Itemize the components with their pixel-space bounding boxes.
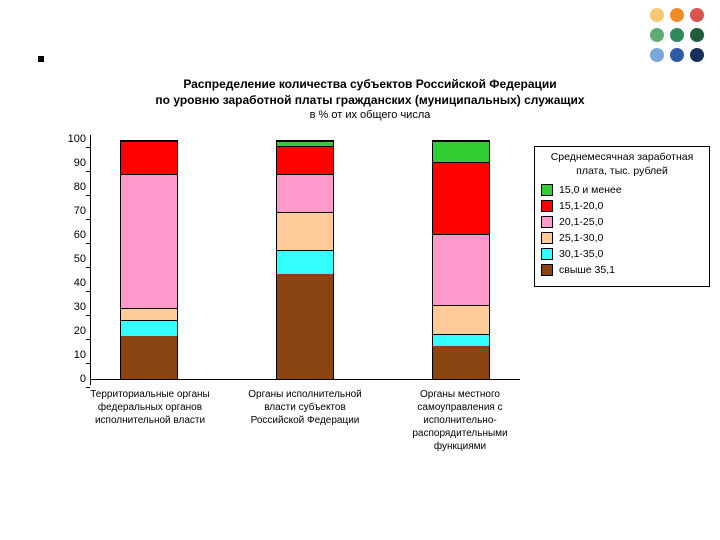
deco-dot: [690, 28, 704, 42]
legend-item: 15,0 и менее: [541, 184, 703, 196]
legend-item: свыше 35,1: [541, 264, 703, 276]
bar-segment: [277, 274, 333, 379]
legend-label: свыше 35,1: [559, 264, 615, 276]
y-tick-mark: [86, 171, 90, 172]
deco-dot: [650, 28, 664, 42]
y-tick-label: 30: [52, 301, 86, 313]
y-tick-label: 60: [52, 229, 86, 241]
y-tick-label: 20: [52, 325, 86, 337]
bars-container: [90, 140, 520, 380]
bar-segment: [433, 334, 489, 346]
legend-item: 15,1-20,0: [541, 200, 703, 212]
x-tick-label: Органы исполнительной власти субъектов Р…: [240, 388, 370, 427]
y-tick-mark: [86, 195, 90, 196]
chart-title-line1: Распределение количества субъектов Росси…: [60, 76, 680, 92]
bar-segment: [277, 212, 333, 250]
y-tick-label: 10: [52, 349, 86, 361]
legend-item: 20,1-25,0: [541, 216, 703, 228]
y-tick-mark: [86, 219, 90, 220]
legend-swatch-icon: [541, 232, 553, 244]
y-tick-mark: [86, 363, 90, 364]
legend-box: Среднемесячная заработная плата, тыс. ру…: [534, 146, 710, 287]
legend-label: 15,1-20,0: [559, 200, 603, 212]
bar-segment: [121, 308, 177, 320]
bar-segment: [121, 174, 177, 307]
bar-segment: [433, 141, 489, 162]
legend-label: 20,1-25,0: [559, 216, 603, 228]
legend-swatch-icon: [541, 200, 553, 212]
bar-segment: [121, 336, 177, 379]
bar-segment: [433, 305, 489, 334]
legend-label: 30,1-35,0: [559, 248, 603, 260]
legend-swatch-icon: [541, 248, 553, 260]
bar-segment: [433, 234, 489, 305]
deco-dot: [670, 48, 684, 62]
y-tick-label: 50: [52, 253, 86, 265]
stacked-bar: [432, 140, 490, 380]
chart-subtitle: в % от их общего числа: [60, 108, 680, 123]
bar-segment: [277, 174, 333, 212]
stacked-bar: [120, 140, 178, 380]
x-tick-label: Территориальные органы федеральных орган…: [85, 388, 215, 427]
legend-label: 25,1-30,0: [559, 232, 603, 244]
deco-dot: [670, 8, 684, 22]
bar-segment: [433, 346, 489, 379]
legend-item: 25,1-30,0: [541, 232, 703, 244]
deco-dot: [650, 48, 664, 62]
decorative-dots: [650, 8, 704, 62]
deco-dot: [690, 8, 704, 22]
bar-segment: [277, 146, 333, 175]
chart-title-line2: по уровню заработной платы гражданских (…: [60, 92, 680, 108]
y-tick-mark: [86, 315, 90, 316]
bar-segment: [121, 320, 177, 337]
y-axis-labels: 0102030405060708090100: [52, 133, 86, 373]
y-tick-label: 100: [52, 133, 86, 145]
stacked-bar: [276, 140, 334, 380]
y-tick-mark: [86, 147, 90, 148]
x-tick-label: Органы местного самоуправления с исполни…: [395, 388, 525, 453]
legend-items: 15,0 и менее 15,1-20,0 20,1-25,0 25,1-30,0 3…: [541, 184, 703, 276]
y-tick-label: 40: [52, 277, 86, 289]
chart-plot-area: 0102030405060708090100: [90, 140, 520, 380]
y-tick-label: 80: [52, 181, 86, 193]
y-tick-mark: [86, 243, 90, 244]
y-tick-label: 90: [52, 157, 86, 169]
legend-item: 30,1-35,0: [541, 248, 703, 260]
legend-swatch-icon: [541, 184, 553, 196]
y-tick-label: 70: [52, 205, 86, 217]
y-tick-label: 0: [52, 373, 86, 385]
legend-label: 15,0 и менее: [559, 184, 622, 196]
legend-title: Среднемесячная заработная плата, тыс. ру…: [541, 151, 703, 178]
deco-dot: [690, 48, 704, 62]
bar-segment: [277, 250, 333, 274]
y-tick-mark: [86, 267, 90, 268]
bar-segment: [121, 141, 177, 174]
legend-swatch-icon: [541, 264, 553, 276]
legend-swatch-icon: [541, 216, 553, 228]
slide-bullet-icon: [38, 56, 44, 62]
bar-segment: [433, 162, 489, 233]
chart-title-block: Распределение количества субъектов Росси…: [60, 76, 680, 123]
deco-dot: [670, 28, 684, 42]
deco-dot: [650, 8, 664, 22]
y-tick-mark: [86, 291, 90, 292]
page-root: Распределение количества субъектов Росси…: [0, 0, 720, 540]
y-tick-mark: [86, 339, 90, 340]
